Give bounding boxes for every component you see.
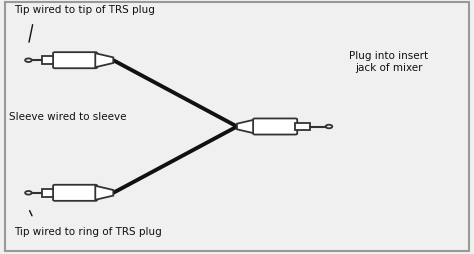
Text: Plug into insert
jack of mixer: Plug into insert jack of mixer [349,51,428,72]
Text: Tip wired to tip of TRS plug: Tip wired to tip of TRS plug [14,5,155,15]
Polygon shape [95,54,113,68]
FancyBboxPatch shape [253,119,297,135]
Bar [42,57,55,65]
Polygon shape [237,120,255,134]
FancyBboxPatch shape [53,53,97,69]
Bar [295,123,310,131]
FancyBboxPatch shape [53,185,97,201]
Polygon shape [95,186,113,200]
Text: Tip wired to ring of TRS plug: Tip wired to ring of TRS plug [14,226,162,236]
Text: Sleeve wired to sleeve: Sleeve wired to sleeve [9,112,127,122]
Bar [42,189,55,197]
